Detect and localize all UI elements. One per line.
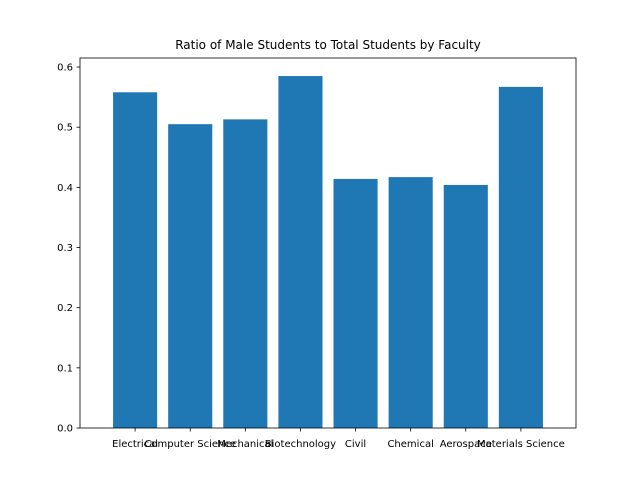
y-tick-label: 0.1 [57,363,73,374]
x-tick-label: Chemical [387,439,433,450]
y-tick-label: 0.2 [57,303,73,314]
y-tick-label: 0.3 [57,243,73,254]
plot-frame [79,57,577,429]
y-tick-label: 0.0 [57,424,73,435]
bar-mechanical [223,119,268,429]
chart-title: Ratio of Male Students to Total Students… [175,38,481,52]
y-tick-label: 0.5 [57,123,73,134]
bar-materials-science [498,86,543,428]
bar-biotechnology [278,76,323,429]
x-tick-label: Electrical [112,439,158,450]
bar-aerospace [443,184,488,428]
bar-computer-science [168,124,213,428]
y-tick-label: 0.6 [57,63,73,74]
y-tick-label: 0.4 [57,183,73,194]
x-tick-label: Computer Science [144,439,236,450]
bars-group [113,76,543,429]
x-tick-label: Aerospace [440,439,492,450]
x-tick-label: Materials Science [477,439,565,450]
bar-electrical [113,92,158,428]
x-tick-label: Civil [345,439,366,450]
x-tick-label: Biotechnology [265,439,336,450]
bar-civil [333,178,378,428]
x-tick-label: Mechanical [217,439,273,450]
bar-chemical [388,177,433,428]
y-axis: 0.0 0.1 0.2 0.3 0.4 0.5 0.6 [57,63,80,435]
